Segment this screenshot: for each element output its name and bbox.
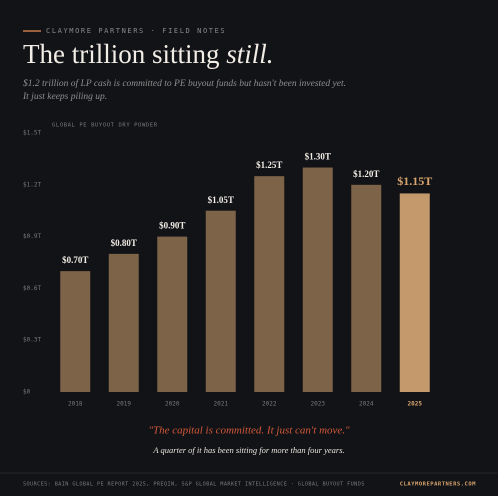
x-tick-label: 2018 [68, 401, 83, 408]
y-tick-label: $1.2T [23, 181, 41, 188]
value-label: $1.25T [256, 160, 282, 170]
site: CLAYMOREPARTNERS.COM [400, 482, 476, 488]
value-label: $1.15T [397, 174, 432, 188]
bar [205, 210, 236, 392]
y-tick-label: $0.9T [23, 233, 41, 240]
x-tick-label: 2025 [408, 401, 423, 408]
brand: CLAYMORE PARTNERS · FIELD NOTES [46, 27, 226, 35]
value-label: $0.90T [159, 221, 185, 231]
sources: SOURCES: BAIN GLOBAL PE REPORT 2025, PRE… [23, 482, 365, 488]
bar [157, 236, 188, 392]
y-tick-label: $1.5T [23, 130, 41, 137]
bar [399, 193, 430, 392]
x-tick-label: 2022 [262, 401, 277, 408]
x-tick-label: 2020 [165, 401, 180, 408]
bar [108, 253, 139, 392]
bar [302, 167, 333, 392]
x-tick-label: 2019 [117, 401, 132, 408]
y-axis-label: GLOBAL PE BUYOUT DRY POWDER [52, 123, 158, 129]
value-label: $0.70T [62, 255, 88, 265]
title: The trillion sitting still. [23, 39, 274, 69]
quote: "The capital is committed. It just can't… [148, 425, 350, 437]
x-tick-label: 2023 [311, 401, 326, 408]
title-main: The trillion sitting [23, 39, 220, 69]
y-tick-label: $0.3T [23, 337, 41, 344]
title-emphasis: still. [226, 39, 273, 69]
value-label: $0.80T [111, 238, 137, 248]
value-label: $1.20T [353, 169, 379, 179]
subtitle: It just keeps piling up. [22, 92, 107, 102]
note: A quarter of it has been sitting for mor… [152, 445, 344, 455]
bar [254, 176, 285, 392]
subtitle: $1.2 trillion of LP cash is committed to… [23, 78, 346, 89]
value-label: $1.05T [208, 195, 234, 205]
y-tick-label: $0 [23, 389, 31, 396]
bar [351, 184, 382, 392]
value-label: $1.30T [305, 152, 331, 162]
x-tick-label: 2024 [359, 401, 374, 408]
y-tick-label: $0.6T [23, 285, 41, 292]
bar [60, 271, 91, 392]
x-tick-label: 2021 [214, 401, 229, 408]
